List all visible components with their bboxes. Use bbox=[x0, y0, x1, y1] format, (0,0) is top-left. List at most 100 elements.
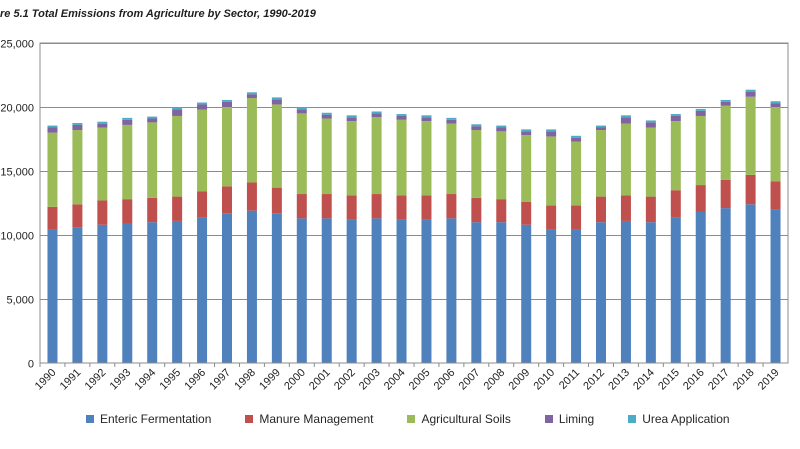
bar-segment bbox=[172, 109, 183, 116]
bar-segment bbox=[197, 191, 208, 218]
bar-segment bbox=[72, 123, 83, 125]
legend-item: Liming bbox=[544, 412, 594, 426]
bar-segment bbox=[72, 227, 83, 363]
bar-segment bbox=[645, 120, 656, 123]
bar-segment bbox=[197, 102, 208, 105]
bar-segment bbox=[546, 136, 557, 206]
bar-segment bbox=[645, 122, 656, 128]
x-tick-label: 2008 bbox=[482, 367, 508, 393]
legend-label: Manure Management bbox=[259, 412, 374, 426]
bar-segment bbox=[620, 115, 631, 118]
bar-segment bbox=[521, 201, 532, 225]
bar-segment bbox=[745, 204, 756, 363]
bar-segment bbox=[645, 222, 656, 363]
x-tick-label: 1992 bbox=[83, 367, 109, 393]
bar-segment bbox=[695, 108, 706, 111]
bar-segment bbox=[496, 199, 507, 223]
bar-segment bbox=[321, 218, 332, 363]
bar-segment bbox=[197, 217, 208, 363]
bar-segment bbox=[172, 107, 183, 110]
bar-segment bbox=[770, 103, 781, 107]
legend: Enteric Fermentation Manure Management Agr… bbox=[86, 412, 764, 426]
chart-title: re 5.1 Total Emissions from Agriculture … bbox=[0, 8, 316, 20]
x-tick-label: 1997 bbox=[207, 367, 233, 393]
bar-segment bbox=[670, 190, 681, 218]
bar-segment bbox=[571, 229, 582, 363]
x-tick-label: 2006 bbox=[432, 367, 458, 393]
bar-segment bbox=[770, 101, 781, 104]
y-tick-label: 15,000 bbox=[0, 167, 34, 179]
bar-segment bbox=[271, 187, 282, 214]
bar-segment bbox=[446, 119, 457, 124]
bar-segment bbox=[222, 213, 232, 363]
x-tick-label: 2007 bbox=[457, 367, 483, 393]
bar-segment bbox=[47, 125, 58, 128]
bar-segment bbox=[371, 117, 382, 195]
bar-segment bbox=[446, 123, 457, 195]
bar-segment bbox=[670, 121, 681, 191]
bar-segment bbox=[496, 131, 507, 200]
x-tick-label: 1996 bbox=[182, 367, 208, 393]
bar-segment bbox=[222, 99, 232, 102]
bar-segment bbox=[446, 117, 457, 120]
x-tick-label: 2017 bbox=[706, 367, 732, 393]
bar-segment bbox=[97, 123, 108, 128]
bar-segment bbox=[296, 109, 307, 114]
legend-label: Agricultural Soils bbox=[421, 412, 511, 426]
legend-swatch bbox=[628, 415, 637, 423]
bar-segment bbox=[421, 115, 432, 118]
bar-segment bbox=[720, 99, 731, 102]
bar-segment bbox=[596, 125, 606, 128]
bar-segment bbox=[396, 195, 407, 220]
bar-segment bbox=[72, 130, 83, 205]
bar-segment bbox=[670, 114, 681, 116]
bar-segment bbox=[396, 119, 407, 196]
bar-segment bbox=[197, 109, 208, 192]
bar-segment bbox=[371, 218, 382, 363]
bar-segment bbox=[172, 115, 183, 197]
bar-segment bbox=[222, 107, 232, 187]
x-tick-label: 1993 bbox=[108, 367, 134, 393]
bar-segment bbox=[296, 218, 307, 363]
bar-segment bbox=[546, 129, 557, 132]
bar-segment bbox=[396, 115, 407, 120]
bar-segment bbox=[147, 197, 158, 223]
legend-swatch bbox=[86, 415, 94, 423]
x-tick-label: 2010 bbox=[531, 367, 557, 393]
bar-segment bbox=[371, 113, 382, 118]
bars bbox=[47, 89, 781, 363]
bar-segment bbox=[695, 115, 706, 186]
x-tick-label: 2002 bbox=[332, 367, 358, 393]
x-tick-label: 2015 bbox=[656, 367, 682, 393]
bar-segment bbox=[371, 194, 382, 219]
legend-label: Urea Application bbox=[642, 412, 730, 426]
legend-item: Agricultural Soils bbox=[407, 412, 511, 426]
bar-segment bbox=[421, 219, 432, 363]
bar-segment bbox=[147, 122, 158, 198]
bar-segment bbox=[172, 196, 183, 221]
bar-segment bbox=[271, 99, 282, 105]
bar-segment bbox=[97, 121, 108, 124]
bar-segment bbox=[670, 217, 681, 363]
bar-segment bbox=[346, 219, 357, 363]
bar-segment bbox=[271, 104, 282, 188]
bar-segment bbox=[620, 117, 631, 124]
bar-segment bbox=[745, 91, 756, 97]
x-tick-label: 2014 bbox=[631, 367, 657, 393]
legend-item: Urea Application bbox=[628, 412, 730, 426]
bar-segment bbox=[695, 110, 706, 116]
bar-segment bbox=[620, 123, 631, 196]
bar-segment bbox=[620, 220, 631, 363]
bar-segment bbox=[246, 94, 257, 99]
bar-segment bbox=[446, 218, 457, 363]
bar-segment bbox=[72, 124, 83, 131]
bar-segment bbox=[222, 101, 232, 107]
bar-segment bbox=[321, 194, 332, 219]
bar-segment bbox=[546, 229, 557, 363]
x-tick-label: 1990 bbox=[33, 367, 59, 393]
bar-segment bbox=[471, 126, 482, 131]
bar-segment bbox=[246, 182, 257, 211]
bar-segment bbox=[47, 127, 58, 133]
bar-segment bbox=[720, 208, 731, 363]
